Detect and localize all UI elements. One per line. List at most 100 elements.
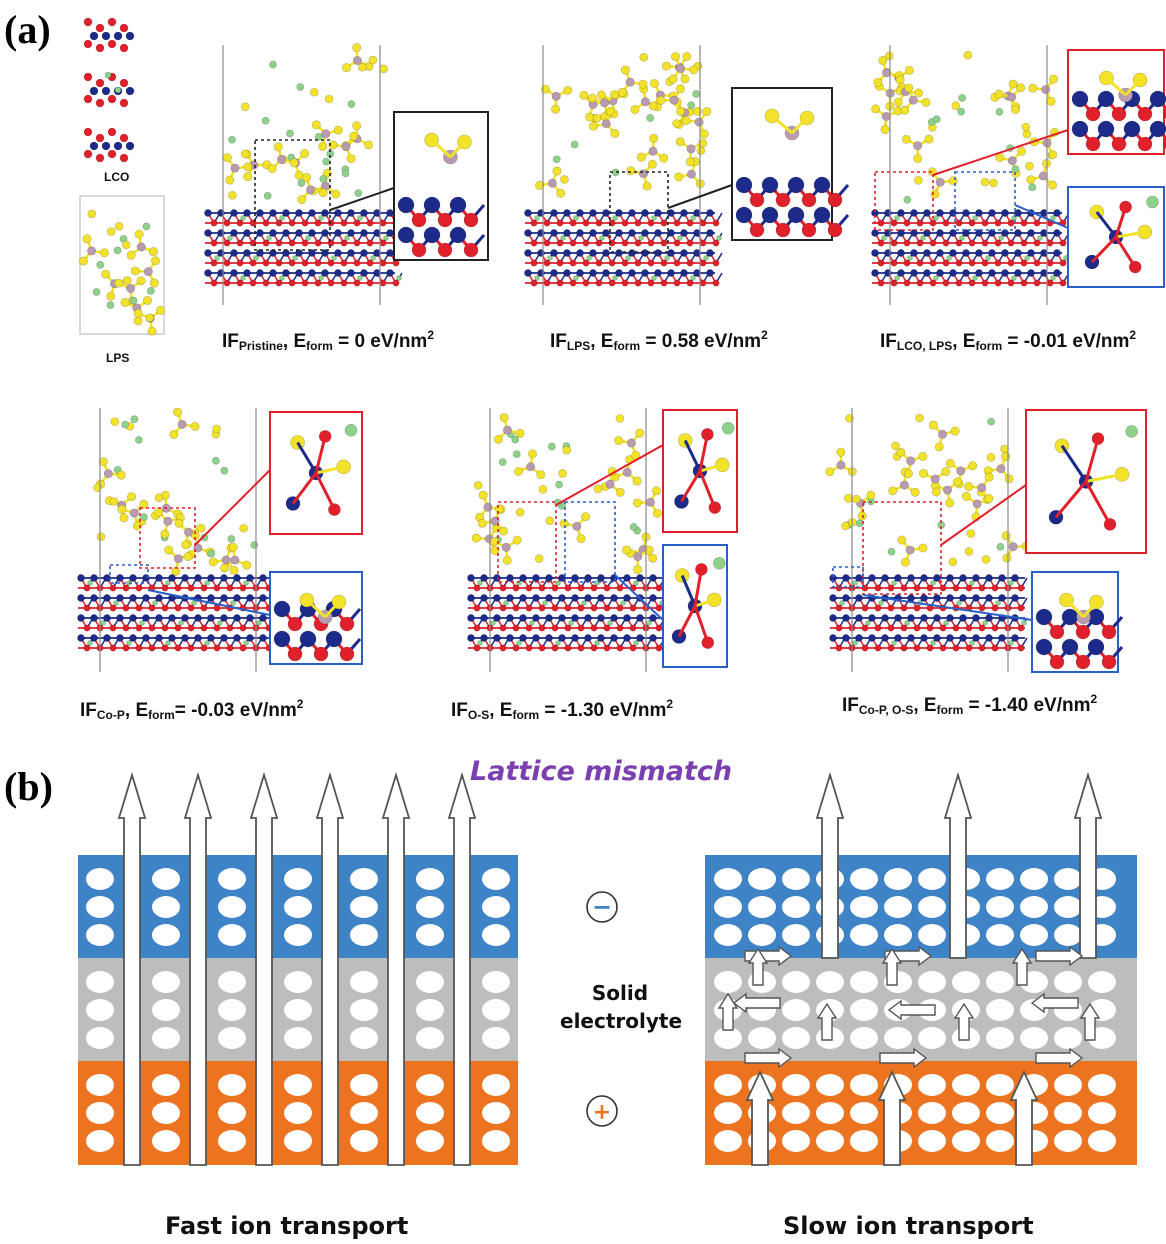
lithium-atom: [904, 196, 911, 203]
oxygen-atom: [162, 605, 168, 611]
cobalt-atom: [597, 574, 604, 581]
sulfur-atom: [1027, 176, 1035, 184]
sulfur-atom: [298, 195, 306, 203]
oxygen-atom: [513, 625, 519, 631]
cobalt-atom: [256, 269, 263, 276]
sulfur-atom: [942, 467, 950, 475]
cobalt-atom: [998, 594, 1005, 601]
sulfur-atom: [639, 80, 647, 88]
co-p-blue-line: [148, 590, 270, 615]
phosphorus-atom: [943, 486, 951, 494]
cobalt-atom: [386, 249, 393, 256]
oxygen-atom: [943, 280, 949, 286]
oxygen-atom: [750, 223, 764, 237]
lithium-atom: [231, 601, 236, 606]
oxygen-atom: [96, 24, 104, 32]
sulfur-atom: [1016, 84, 1024, 92]
oxygen-atom: [227, 585, 233, 591]
sulfur-atom: [551, 105, 559, 113]
oxygen-atom: [565, 605, 571, 611]
vacancy-site: [850, 1074, 878, 1096]
sulfur-atom: [914, 176, 922, 184]
sulfur-atom: [1003, 554, 1011, 562]
cobalt-atom: [985, 594, 992, 601]
phosphorus-atom: [938, 430, 946, 438]
cobalt-atom: [1014, 229, 1021, 236]
sulfur-atom: [925, 135, 933, 143]
cobalt-atom: [550, 249, 557, 256]
oxygen-atom: [557, 280, 563, 286]
oxygen-atom: [622, 220, 628, 226]
oxygen-atom: [995, 260, 1001, 266]
oxygen-atom: [836, 585, 842, 591]
lithium-atom: [931, 581, 936, 586]
bulk-lps-label: LPS: [106, 351, 129, 365]
sulfur-atom: [107, 292, 115, 300]
sulfur-atom: [904, 469, 912, 477]
vacancy-site: [350, 999, 378, 1021]
sulfur-atom: [885, 52, 893, 60]
phosphorus-atom: [126, 284, 134, 292]
oxygen-atom: [1021, 260, 1027, 266]
vacancy-site: [748, 896, 776, 918]
cobalt-atom: [615, 249, 622, 256]
oxygen-atom: [1021, 220, 1027, 226]
lithium-atom: [1012, 165, 1019, 172]
cobalt-atom: [910, 249, 917, 256]
sulfur-atom: [637, 153, 645, 161]
sulfur-atom: [79, 257, 87, 265]
vacancy-site: [1054, 1074, 1082, 1096]
cobalt-atom: [894, 614, 901, 621]
cobalt-atom: [654, 249, 661, 256]
sulfur-atom: [332, 190, 340, 198]
phosphorus-atom: [687, 145, 695, 153]
vacancy-site: [1088, 1130, 1116, 1152]
vacancy-site: [1020, 868, 1048, 890]
oxygen-atom: [224, 240, 230, 246]
cobalt-atom: [649, 634, 656, 641]
oxygen-atom: [84, 128, 92, 136]
sulfur-atom: [244, 163, 252, 171]
oxygen-atom: [162, 625, 168, 631]
cobalt-atom: [907, 594, 914, 601]
cobalt-atom: [532, 594, 539, 601]
oxygen-atom: [513, 585, 519, 591]
oxygen-atom: [211, 260, 217, 266]
oxygen-atom: [930, 280, 936, 286]
vacancy-site: [416, 971, 444, 993]
sulfur-atom: [134, 317, 142, 325]
cobalt-atom: [558, 634, 565, 641]
sulfur-atom: [633, 477, 641, 485]
oxygen-atom: [500, 585, 506, 591]
oxygen-atom: [123, 585, 129, 591]
vacancy-site: [284, 924, 312, 946]
vacancy-site: [918, 1074, 946, 1096]
oxygen-atom: [276, 220, 282, 226]
cobalt-atom: [90, 594, 97, 601]
oxygen-atom: [875, 585, 881, 591]
sulfur-atom: [867, 491, 875, 499]
vacancy-site: [850, 971, 878, 993]
sulfur-atom: [499, 527, 507, 535]
lithium-atom: [556, 581, 561, 586]
vacancy-site: [482, 1130, 510, 1152]
sulfur-atom: [902, 135, 910, 143]
sulfur-atom: [622, 546, 630, 554]
oxygen-atom: [263, 240, 269, 246]
cobalt-atom: [259, 614, 266, 621]
vacancy-site: [86, 1074, 114, 1096]
vacancy-site: [284, 971, 312, 993]
oxygen-atom: [120, 44, 128, 52]
vacancy-site: [1088, 1074, 1116, 1096]
sulfur-atom: [380, 65, 388, 73]
lithium-atom: [639, 236, 644, 241]
vacancy-site: [152, 999, 180, 1021]
oxygen-atom: [136, 645, 142, 651]
sulfur-atom: [369, 56, 377, 64]
cobalt-atom: [1072, 121, 1088, 137]
cobalt-atom: [636, 634, 643, 641]
oxygen-atom: [979, 625, 985, 631]
vacancy-site: [86, 1102, 114, 1124]
sulfur-atom: [137, 277, 145, 285]
cobalt-atom: [641, 249, 648, 256]
